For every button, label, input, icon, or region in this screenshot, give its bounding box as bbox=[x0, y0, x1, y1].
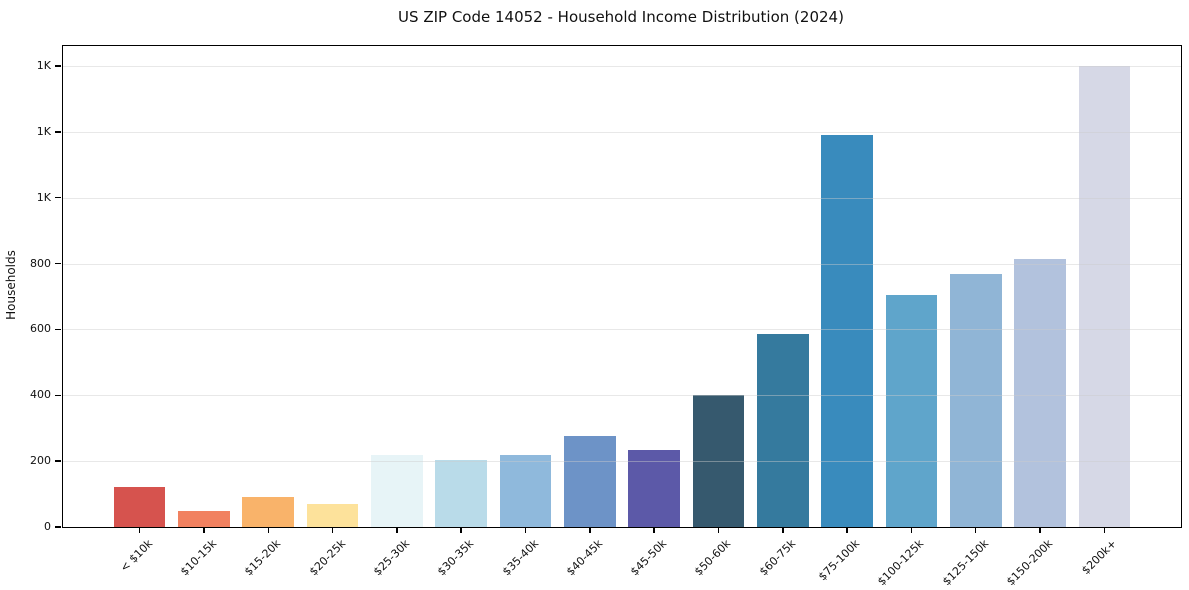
x-tick-label: $125-150k bbox=[939, 537, 991, 589]
y-tick-mark bbox=[55, 328, 61, 331]
y-tick-mark bbox=[55, 65, 61, 67]
bar-$125-150k bbox=[950, 273, 1002, 527]
x-tick-label: $75-100k bbox=[816, 537, 863, 584]
x-tick-mark bbox=[717, 527, 720, 533]
x-tick-label: $25-30k bbox=[370, 537, 413, 579]
gridline bbox=[63, 263, 1181, 265]
x-tick-label: $150-200k bbox=[1004, 537, 1056, 589]
x-tick-label: $100-125k bbox=[875, 537, 927, 589]
y-tick-mark bbox=[55, 526, 61, 528]
gridline bbox=[63, 395, 1181, 397]
x-tick-label: $35-40k bbox=[499, 537, 541, 579]
y-tick-mark bbox=[55, 460, 61, 462]
x-tick-mark bbox=[589, 527, 591, 533]
bar-$10-15k bbox=[178, 511, 230, 527]
x-tick-mark bbox=[267, 527, 269, 533]
bar-$60-75k bbox=[757, 334, 809, 527]
x-tick-mark bbox=[203, 527, 205, 533]
y-tick-label: 400 bbox=[30, 388, 51, 402]
x-tick-mark bbox=[138, 527, 141, 533]
x-tick-mark bbox=[910, 527, 913, 533]
y-tick-mark bbox=[55, 262, 61, 265]
y-tick-label: 1K bbox=[36, 124, 51, 138]
x-tick-label: $15-20k bbox=[242, 537, 284, 579]
x-tick-mark bbox=[782, 527, 784, 533]
x-tick-label: $10-15k bbox=[177, 537, 220, 579]
bar-$20-25k bbox=[306, 503, 359, 527]
x-tick-mark bbox=[846, 527, 848, 533]
x-tick-label: $45-50k bbox=[628, 537, 670, 579]
y-tick-label: 1K bbox=[36, 190, 51, 204]
x-tick-mark bbox=[1103, 527, 1106, 533]
x-tick-label: $30-35k bbox=[435, 537, 477, 579]
gridline bbox=[63, 461, 1181, 463]
x-tick-label: $200k+ bbox=[1079, 537, 1120, 578]
bar-$25-30k bbox=[371, 455, 423, 527]
plot-area: 0 200 400 600 800 1K 1K 1K < $10k $10-15k $15-20k $… bbox=[30, 45, 1182, 588]
bar-$15-20k bbox=[242, 497, 294, 527]
y-tick-label: 0 bbox=[44, 520, 51, 533]
gridline bbox=[63, 329, 1181, 331]
x-tick-mark bbox=[524, 527, 527, 533]
x-tick-label: $60-75k bbox=[756, 537, 799, 579]
y-tick-mark bbox=[55, 197, 61, 199]
x-tick-label: $50-60k bbox=[692, 537, 734, 579]
x-tick-mark bbox=[1039, 527, 1041, 533]
y-tick-label: 1K bbox=[36, 59, 51, 73]
x-tick-mark bbox=[653, 527, 655, 533]
bar-< $10k bbox=[113, 486, 166, 527]
y-tick-label: 200 bbox=[30, 454, 51, 468]
bar-$50-60k bbox=[692, 395, 745, 527]
bar-$30-35k bbox=[435, 459, 487, 527]
y-tick-label: 800 bbox=[30, 256, 51, 270]
x-tick-mark bbox=[331, 527, 334, 533]
x-tick-label: $20-25k bbox=[306, 537, 348, 579]
gridline bbox=[63, 66, 1181, 68]
bar-$35-40k bbox=[499, 454, 552, 527]
chart-title: US ZIP Code 14052 - Household Income Dis… bbox=[398, 8, 844, 26]
x-tick-mark bbox=[975, 527, 977, 533]
x-tick-label: < $10k bbox=[117, 537, 155, 575]
bar-$75-100k bbox=[821, 135, 873, 527]
x-tick-label: $40-45k bbox=[563, 537, 606, 579]
gridline bbox=[63, 131, 1181, 133]
x-tick-mark bbox=[460, 527, 462, 533]
bar-$200k+ bbox=[1078, 66, 1131, 527]
bar-$40-45k bbox=[564, 436, 616, 527]
y-tick-mark bbox=[55, 394, 61, 396]
y-tick-mark bbox=[55, 131, 61, 133]
bar-$150-200k bbox=[1014, 258, 1066, 527]
x-tick-mark bbox=[396, 527, 398, 533]
gridline bbox=[63, 197, 1181, 199]
y-tick-label: 600 bbox=[30, 322, 51, 336]
bar-$45-50k bbox=[628, 449, 680, 527]
bar-$100-125k bbox=[885, 294, 938, 527]
